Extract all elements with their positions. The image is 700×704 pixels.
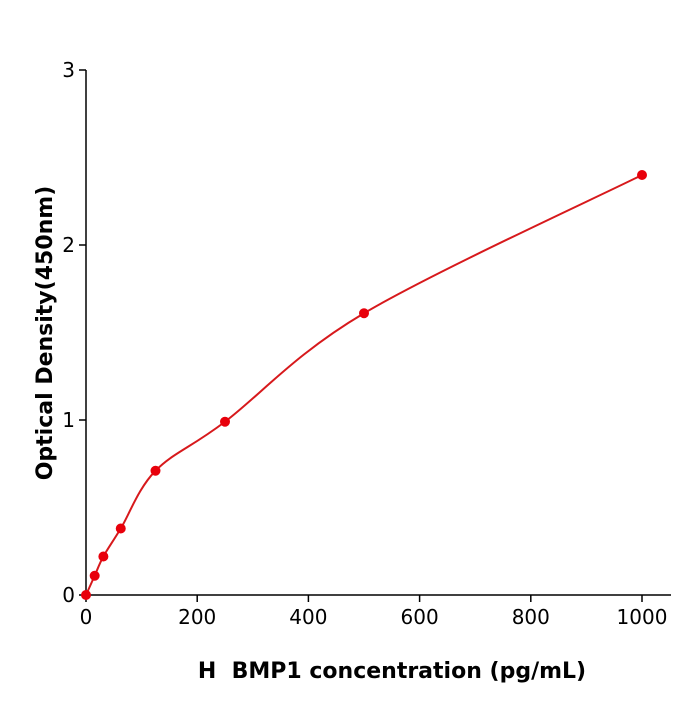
x-tick-label: 800 [512,605,550,629]
data-point [89,570,100,581]
y-tick-label: 0 [62,583,75,607]
data-point [150,465,161,476]
fit-curve [85,174,643,596]
x-tick-label: 400 [289,605,327,629]
x-tick-label: 1000 [617,605,668,629]
x-axis-label: H BMP1 concentration (pg/mL) [198,659,586,684]
y-tick-label: 2 [62,233,75,257]
data-point [115,523,126,534]
y-tick-label: 3 [62,58,75,82]
data-point [98,551,109,562]
data-point [220,416,230,427]
y-axis-label: Optical Density(450nm) [33,186,58,481]
data-point [81,590,91,600]
data-point [637,170,647,180]
x-tick-label: 600 [401,605,439,629]
x-tick-label: 200 [178,605,216,629]
data-point [359,308,369,319]
y-tick-label: 1 [62,408,75,432]
x-tick-label: 0 [80,605,93,629]
